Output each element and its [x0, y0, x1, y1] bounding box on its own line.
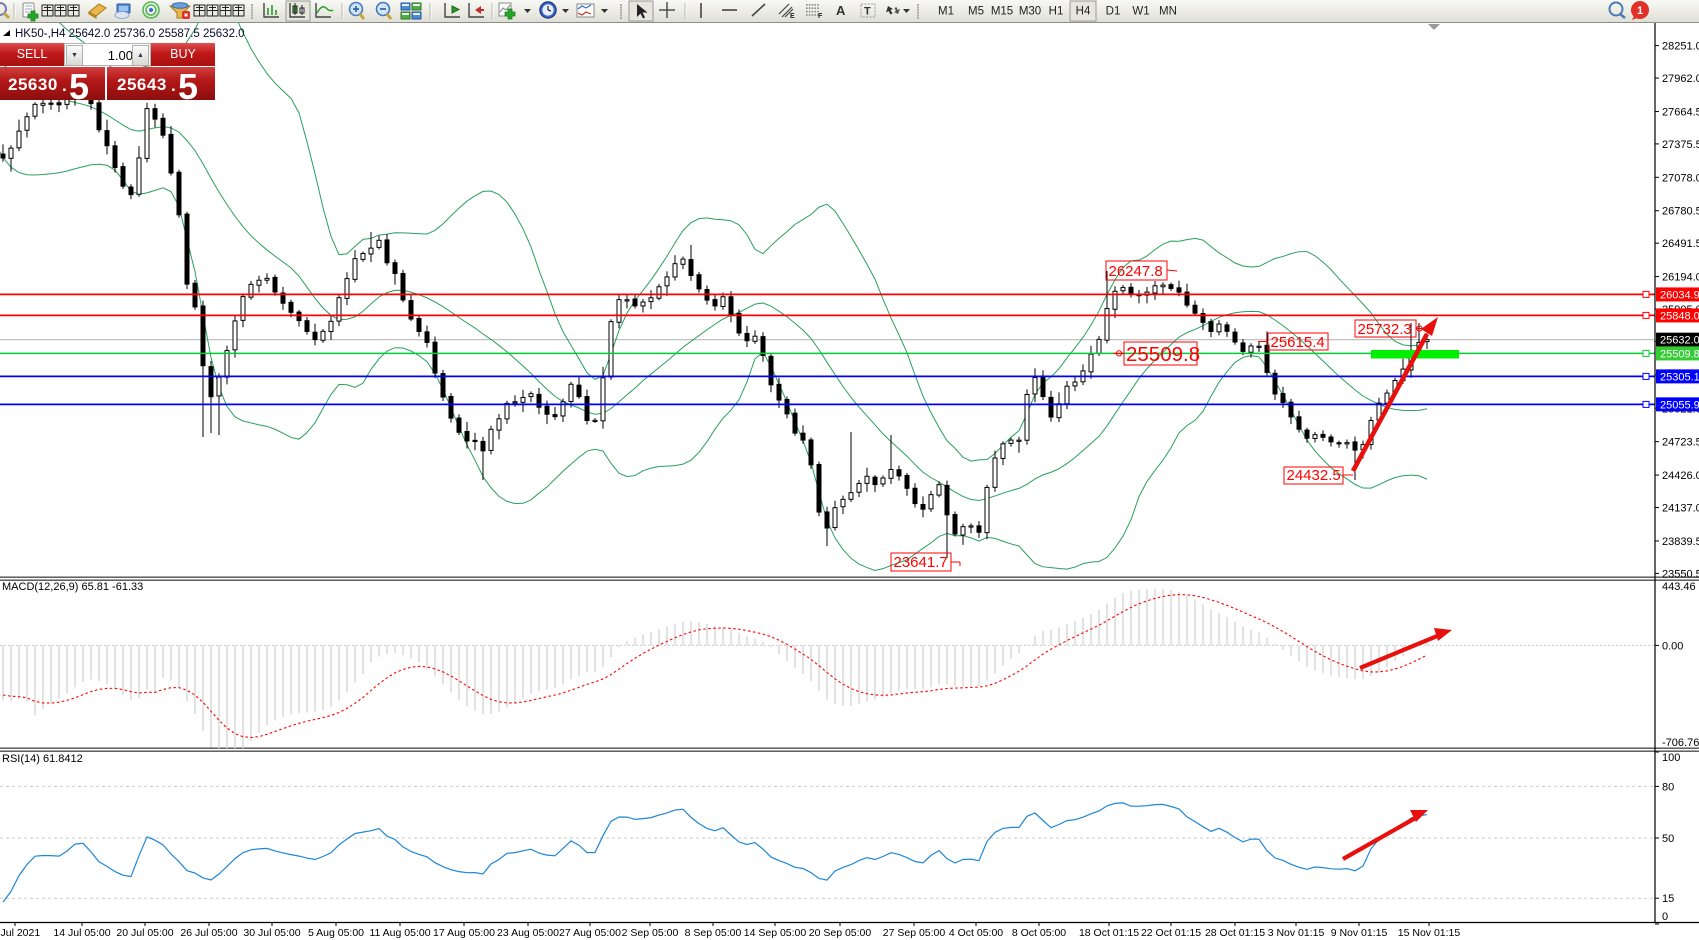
svg-text:25509.8: 25509.8: [1126, 343, 1200, 366]
svg-text:HK50-,H4 25642.0 25736.0 2558: HK50-,H4 25642.0 25736.0 25587.5 25632.0: [15, 28, 245, 40]
svg-text:20 Sep 05:00: 20 Sep 05:00: [809, 927, 872, 939]
svg-text:11 Aug 05:00: 11 Aug 05:00: [369, 927, 430, 939]
svg-text:25632.0: 25632.0: [1660, 335, 1699, 347]
svg-text:26780.5: 26780.5: [1662, 206, 1699, 218]
svg-text:23 Aug 05:00: 23 Aug 05:00: [497, 927, 559, 939]
svg-text:4 Oct 05:00: 4 Oct 05:00: [949, 927, 1003, 939]
svg-text:22 Oct 01:15: 22 Oct 01:15: [1141, 927, 1201, 939]
svg-text:25848.0: 25848.0: [1660, 310, 1699, 322]
svg-text:25305.1: 25305.1: [1660, 371, 1699, 383]
svg-text:23641.7: 23641.7: [894, 554, 948, 571]
svg-text:-706.76: -706.76: [1662, 737, 1699, 749]
svg-text:D1: D1: [1106, 6, 1121, 18]
svg-text:H1: H1: [1049, 6, 1064, 18]
svg-text:26247.8: 26247.8: [1109, 263, 1163, 280]
svg-text:25732.3: 25732.3: [1358, 321, 1412, 338]
svg-text:25055.9: 25055.9: [1660, 399, 1699, 411]
svg-text:24432.5: 24432.5: [1287, 467, 1341, 484]
svg-text:MN: MN: [1159, 6, 1177, 18]
svg-text:27 Aug 05:00: 27 Aug 05:00: [559, 927, 621, 939]
svg-text:8 Sep 05:00: 8 Sep 05:00: [685, 927, 742, 939]
svg-text:3 Nov 01:15: 3 Nov 01:15: [1268, 927, 1325, 939]
svg-text:14 Jul 05:00: 14 Jul 05:00: [53, 927, 110, 939]
svg-text:W1: W1: [1132, 6, 1149, 18]
svg-text:30 Jul 05:00: 30 Jul 05:00: [243, 927, 300, 939]
svg-text:H4: H4: [1076, 6, 1091, 18]
svg-text:A: A: [836, 3, 846, 18]
svg-text:14 Sep 05:00: 14 Sep 05:00: [744, 927, 807, 939]
svg-text:27962.0: 27962.0: [1662, 73, 1699, 85]
svg-text:15 Nov 01:15: 15 Nov 01:15: [1398, 927, 1461, 939]
svg-text:5 Aug 05:00: 5 Aug 05:00: [308, 927, 364, 939]
svg-text:27 Sep 05:00: 27 Sep 05:00: [883, 927, 946, 939]
svg-text:M15: M15: [991, 6, 1013, 18]
svg-text:26491.5: 26491.5: [1662, 238, 1699, 250]
svg-text:M1: M1: [938, 6, 954, 18]
svg-text:50: 50: [1662, 833, 1674, 845]
svg-text:9 Nov 01:15: 9 Nov 01:15: [1331, 927, 1388, 939]
svg-text:M5: M5: [968, 6, 984, 18]
svg-text:24426.0: 24426.0: [1662, 470, 1699, 482]
svg-text:25509.8: 25509.8: [1660, 348, 1699, 360]
svg-text:26034.9: 26034.9: [1660, 289, 1699, 301]
svg-text:T: T: [864, 6, 871, 18]
svg-text:24137.0: 24137.0: [1662, 503, 1699, 515]
svg-text:23839.5: 23839.5: [1662, 536, 1699, 548]
svg-text:2 Sep 05:00: 2 Sep 05:00: [622, 927, 679, 939]
svg-text:Jul 2021: Jul 2021: [1, 927, 41, 939]
svg-text:M30: M30: [1019, 6, 1041, 18]
svg-text:28 Oct 01:15: 28 Oct 01:15: [1205, 927, 1265, 939]
svg-text:443.46: 443.46: [1662, 581, 1696, 593]
svg-text:26 Jul 05:00: 26 Jul 05:00: [180, 927, 237, 939]
svg-text:25615.4: 25615.4: [1271, 334, 1325, 351]
svg-text:F: F: [818, 13, 823, 20]
svg-text:0.00: 0.00: [1662, 640, 1683, 652]
svg-text:17 Aug 05:00: 17 Aug 05:00: [433, 927, 495, 939]
svg-text:20 Jul 05:00: 20 Jul 05:00: [116, 927, 173, 939]
svg-text:23550.5: 23550.5: [1662, 568, 1699, 580]
svg-text:27375.5: 27375.5: [1662, 139, 1699, 151]
svg-text:18 Oct 01:15: 18 Oct 01:15: [1079, 927, 1139, 939]
svg-text:RSI(14) 61.8412: RSI(14) 61.8412: [2, 753, 83, 765]
svg-text:28251.0: 28251.0: [1662, 41, 1699, 53]
svg-text:15: 15: [1662, 893, 1674, 905]
svg-text:1: 1: [1637, 5, 1643, 17]
svg-text:26194.0: 26194.0: [1662, 272, 1699, 284]
svg-text:100: 100: [1662, 752, 1680, 764]
svg-text:E: E: [790, 13, 795, 20]
svg-text:27078.0: 27078.0: [1662, 172, 1699, 184]
svg-text:27664.5: 27664.5: [1662, 106, 1699, 118]
svg-text:80: 80: [1662, 781, 1674, 793]
svg-text:24723.5: 24723.5: [1662, 437, 1699, 449]
svg-text:8 Oct 05:00: 8 Oct 05:00: [1012, 927, 1066, 939]
svg-text:MACD(12,26,9) 65.81 -61.33: MACD(12,26,9) 65.81 -61.33: [2, 581, 143, 593]
svg-text:0: 0: [1662, 911, 1668, 923]
